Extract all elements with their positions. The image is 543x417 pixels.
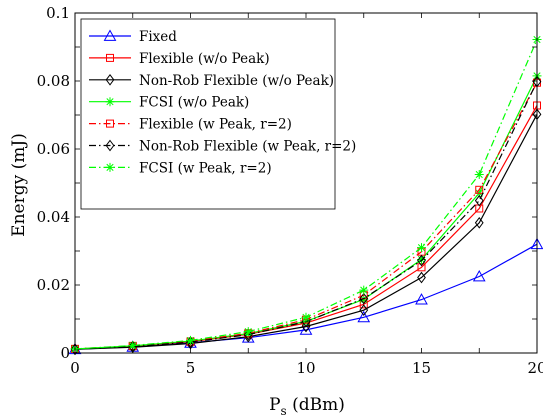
legend-item: FCSI (w Peak, r=2) [89, 160, 272, 176]
y-tick-label: 0.04 [37, 208, 70, 226]
axes-layer: 0 5 10 15 20 0 0.02 0.04 0.06 0.08 0.1 [37, 4, 543, 377]
data-point [186, 335, 195, 345]
legend-label: Fixed [139, 29, 177, 45]
data-point [359, 304, 369, 316]
legend-swatch-marker [105, 162, 115, 172]
data-point [128, 341, 138, 351]
data-point [299, 323, 313, 335]
data-point [301, 312, 311, 322]
data-point [70, 343, 80, 356]
y-axis-label: Energy (mJ) [9, 133, 29, 237]
data-point [243, 327, 253, 337]
x-tick-label: 5 [186, 359, 196, 377]
legend-swatch-marker [106, 53, 114, 62]
data-point [417, 271, 426, 284]
y-tick-label: 0.08 [37, 72, 70, 90]
legend-item: Flexible (w/o Peak) [89, 51, 270, 67]
legend-item: Fixed [89, 29, 177, 45]
data-point [474, 194, 484, 207]
legend-item: Non-Rob Flexible (w/o Peak) [89, 73, 334, 89]
legend-box [80, 18, 336, 210]
data-point [359, 294, 369, 304]
legend-label: FCSI (w/o Peak) [139, 95, 249, 111]
y-tick-label: 0.1 [46, 4, 70, 22]
legend-label: FCSI (w Peak, r=2) [139, 160, 272, 176]
data-point [474, 216, 484, 229]
y-tick-label: 0 [60, 344, 70, 362]
legend-label: Flexible (w/o Peak) [139, 51, 270, 67]
x-axis-label-main: P [269, 395, 280, 415]
legend-swatch-marker [106, 119, 114, 128]
x-tick-label: 20 [527, 359, 543, 377]
x-axis-label-subscript: s [281, 404, 287, 417]
legend-swatch-marker [105, 73, 115, 86]
y-tick-label: 0.06 [37, 140, 70, 158]
legend-label: Non-Rob Flexible (w Peak, r=2) [139, 139, 356, 155]
data-point [359, 292, 369, 305]
data-point [243, 328, 253, 341]
data-point [474, 170, 484, 179]
legend-swatch-marker [105, 139, 115, 152]
data-point [417, 254, 426, 267]
legend-label: Non-Rob Flexible (w/o Peak) [139, 73, 334, 89]
data-point [417, 255, 426, 264]
legend-item: FCSI (w/o Peak) [89, 95, 249, 111]
x-axis-label: Ps (dBm) [269, 395, 345, 417]
x-axis-label-unit: (dBm) [287, 395, 345, 415]
plot-frame [74, 12, 538, 354]
data-point [243, 330, 253, 343]
legend-swatch-marker [105, 97, 115, 107]
x-tick-label: 10 [296, 359, 315, 377]
x-tick-label: 15 [412, 359, 431, 377]
legend-label: Flexible (w Peak, r=2) [139, 117, 292, 133]
legend-item: Non-Rob Flexible (w Peak, r=2) [89, 139, 356, 155]
data-point [475, 185, 484, 194]
x-tick-label: 0 [70, 359, 80, 377]
legend-swatch-marker [103, 29, 117, 41]
data-point [357, 310, 371, 323]
data-point [301, 320, 311, 333]
data-point [359, 285, 369, 295]
data-point [415, 293, 428, 305]
data-point [472, 269, 486, 282]
data-point [417, 243, 426, 253]
y-tick-label: 0.02 [37, 276, 70, 294]
legend-item: Flexible (w Peak, r=2) [89, 117, 292, 133]
legend: Fixed Flexible (w/o Peak) Non-Rob Flexible… [80, 18, 356, 210]
